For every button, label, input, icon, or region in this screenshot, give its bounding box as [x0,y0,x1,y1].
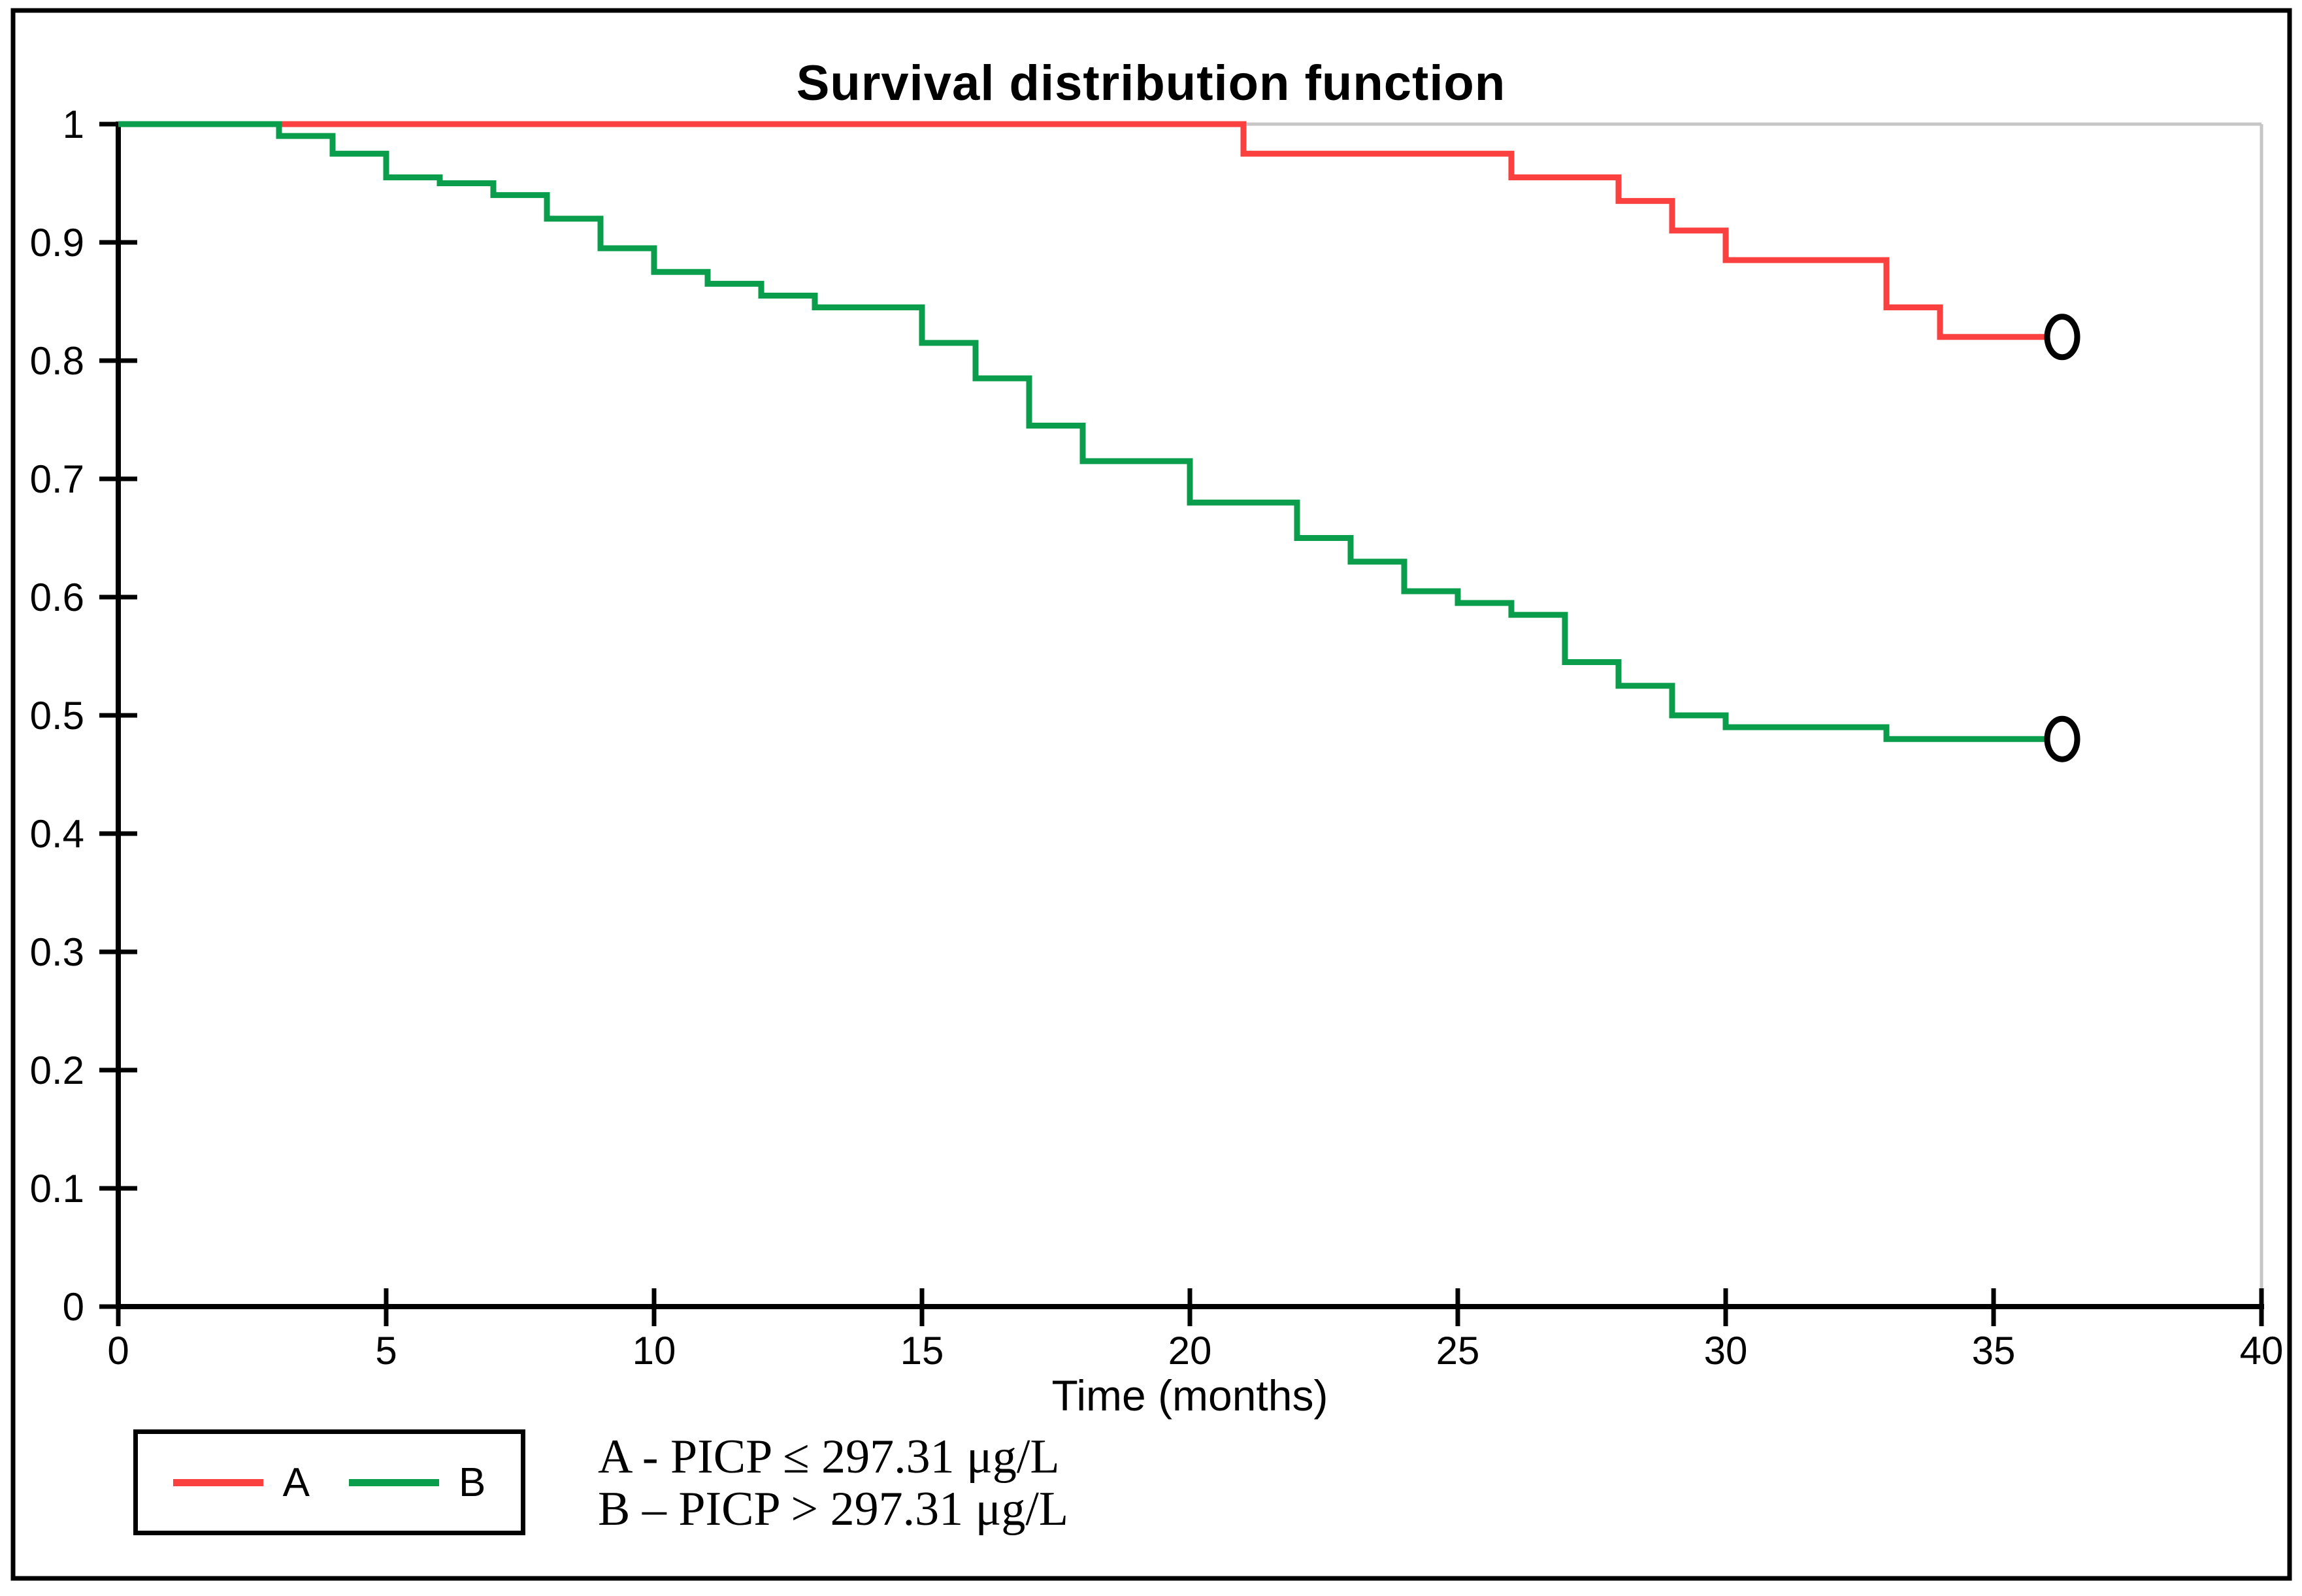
y-tick-label: 0.9 [30,221,84,265]
x-axis-title: Time (months) [1051,1371,1328,1420]
figure-frame [10,8,2292,1581]
chart-title: Survival distribution function [796,56,1506,111]
x-tick-label: 25 [1436,1329,1480,1373]
censor-marker-a [2044,314,2080,361]
censor-marker-b [2044,715,2080,762]
y-tick-label: 0.8 [30,339,84,383]
y-tick-label: 0.5 [30,694,84,738]
x-tick-label: 15 [900,1329,944,1373]
legend-label-a: A [282,1459,310,1505]
legend-box: A B [133,1429,525,1535]
x-tick-label: 20 [1168,1329,1212,1373]
y-tick-label: 0.2 [30,1049,84,1092]
y-tick-label: 1 [63,103,84,146]
x-tick-label: 10 [633,1329,676,1373]
y-tick-label: 0.1 [30,1167,84,1211]
y-tick-label: 0.4 [30,812,84,856]
x-tick-label: 0 [107,1329,129,1373]
series-a-line-swatch [173,1478,263,1486]
legend-label-b: B [459,1459,486,1505]
y-tick-label: 0.3 [30,930,84,974]
x-tick-label: 30 [1704,1329,1748,1373]
legend-item-b: B [349,1459,485,1506]
series-a-line [118,121,2047,340]
x-tick-label: 5 [375,1329,397,1373]
group-definitions: A - PICP ≤ 297.31 μg/L B – PICP > 297.31… [598,1431,1068,1535]
series-b-line [118,121,2047,742]
x-tick-label: 40 [2240,1329,2284,1373]
x-tick-label: 35 [1972,1329,2016,1373]
footnote-group-a: A - PICP ≤ 297.31 μg/L [598,1430,1060,1484]
y-tick-label: 0.7 [30,457,84,501]
series-b-line-swatch [349,1478,439,1486]
y-tick-label: 0.6 [30,576,84,619]
footnote-group-b: B – PICP > 297.31 μg/L [598,1482,1069,1536]
legend-item-a: A [173,1459,310,1506]
y-tick-label: 0 [63,1285,84,1329]
